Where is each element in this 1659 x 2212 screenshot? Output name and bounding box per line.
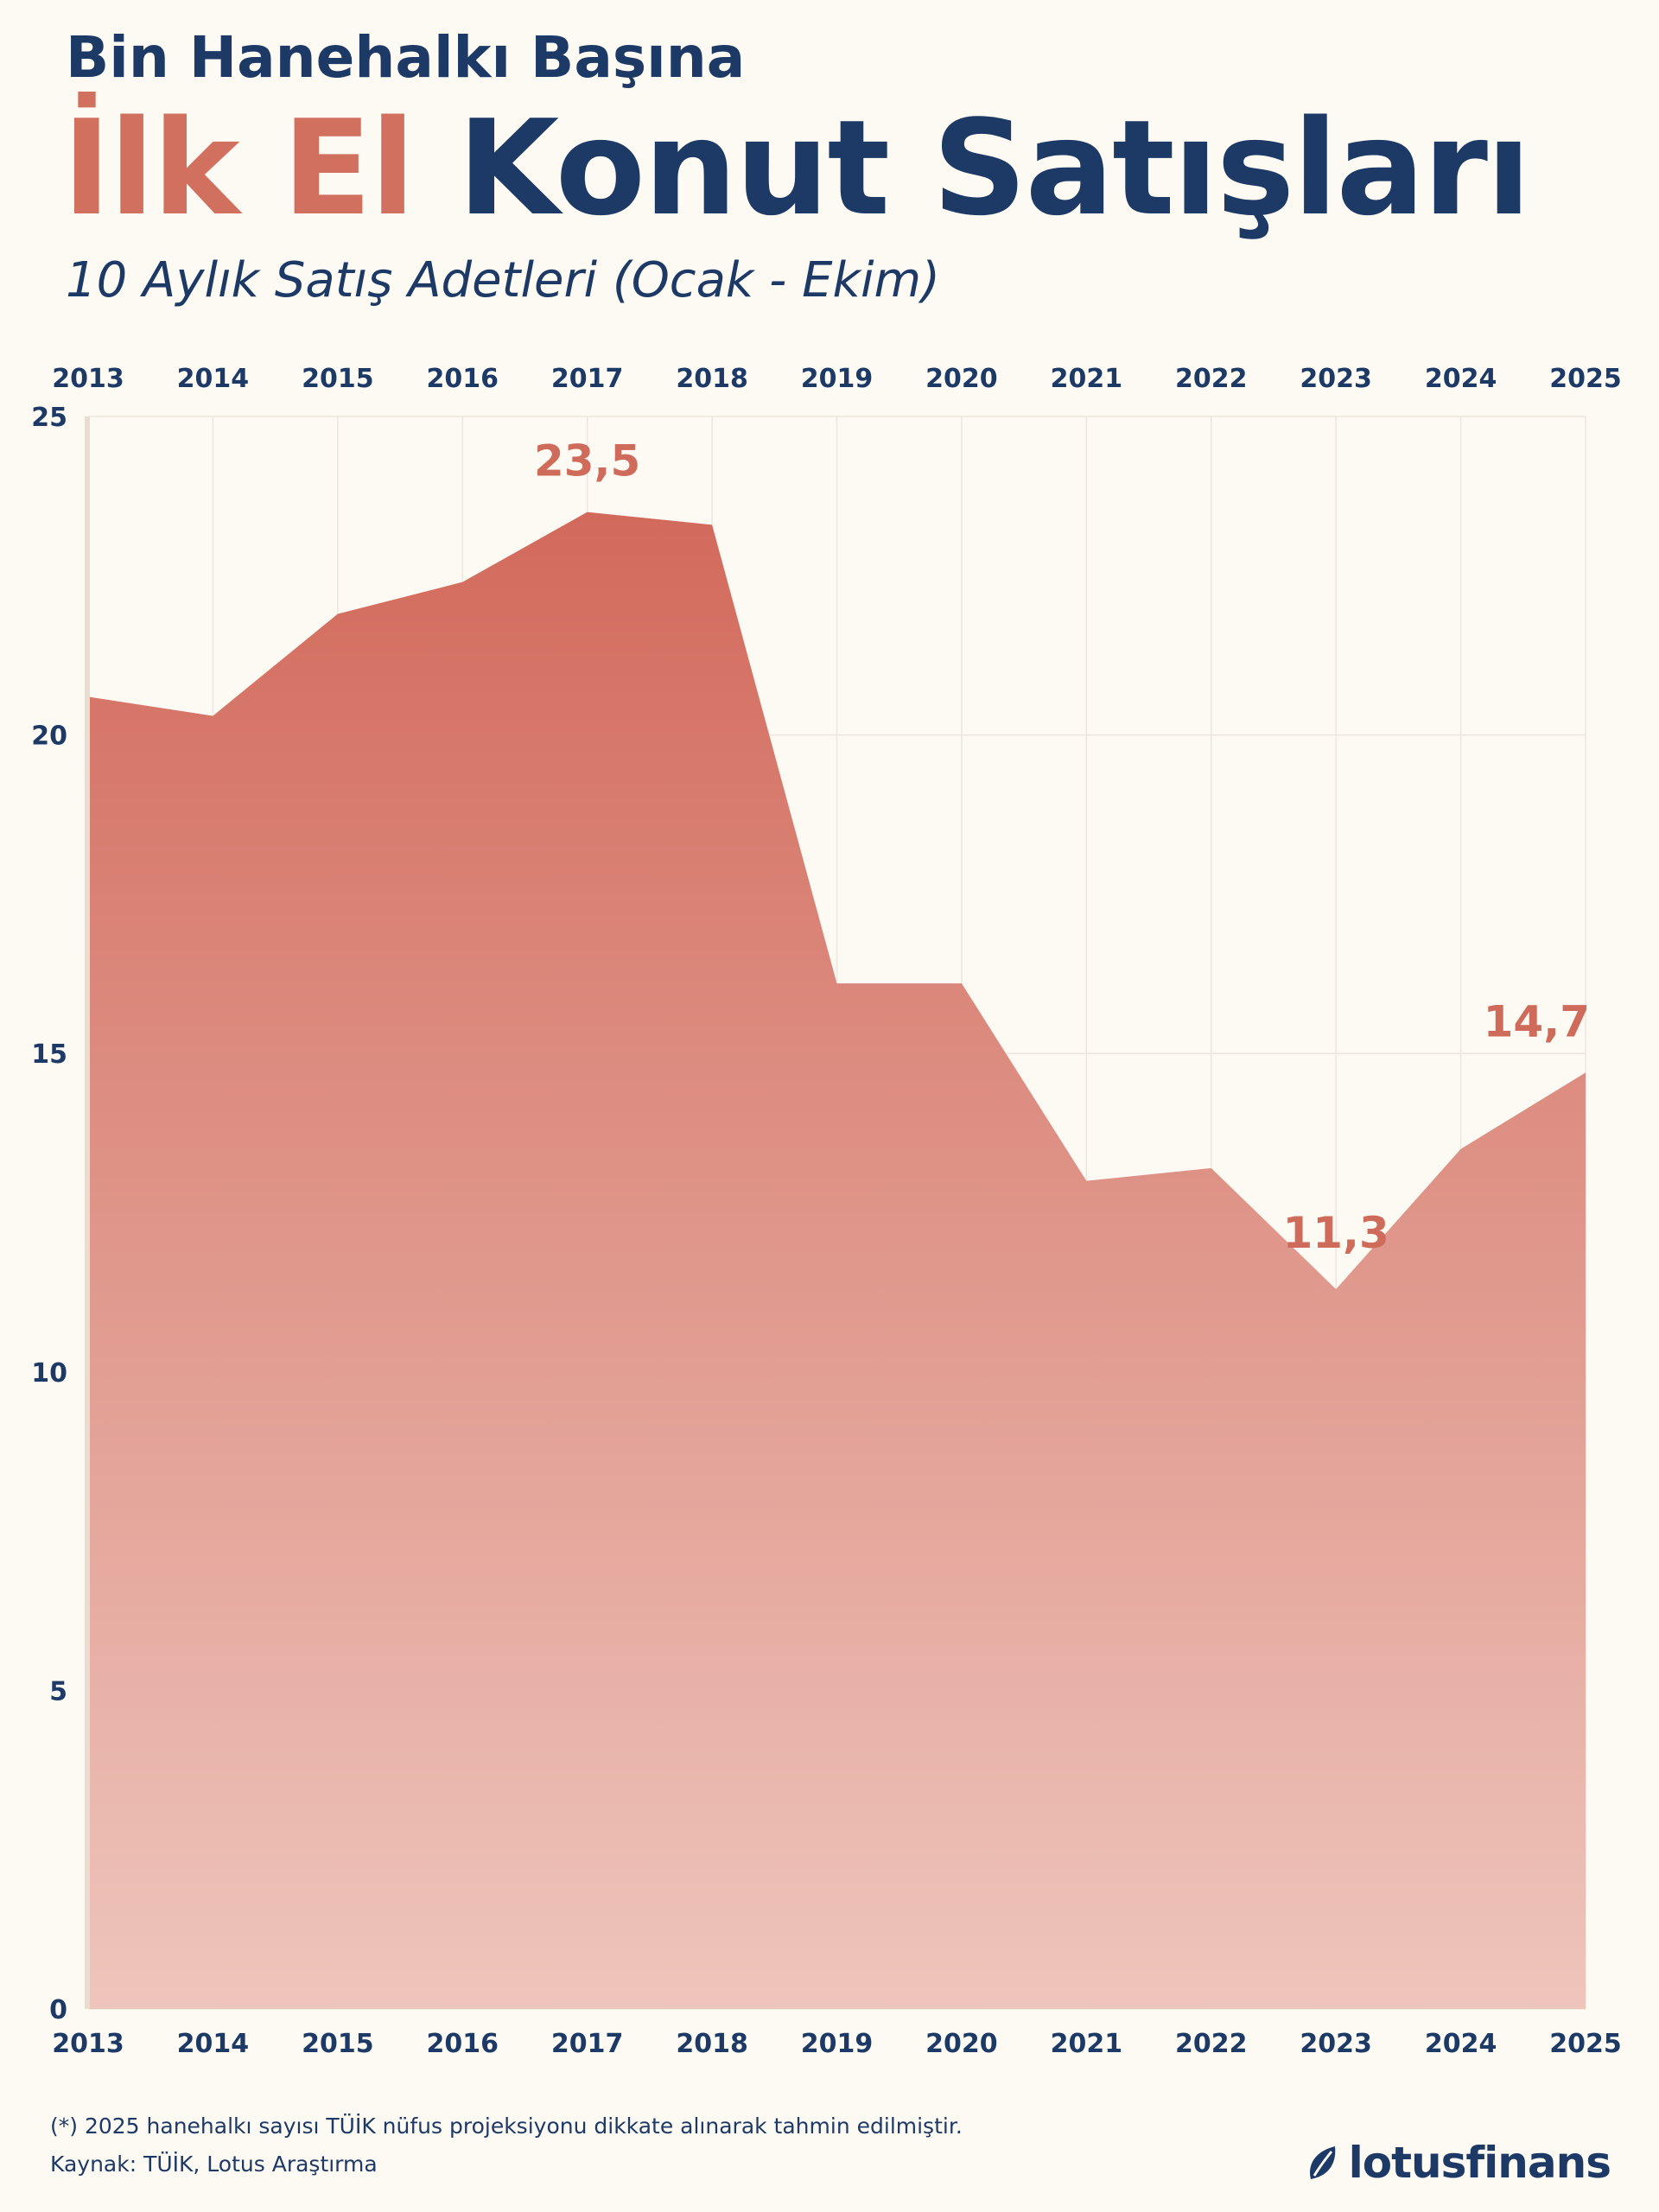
headline-main: Konut Satışları (457, 92, 1532, 245)
y-tick-label: 20 (31, 721, 67, 752)
x-tick-label-top: 2022 (1175, 364, 1248, 394)
x-tick-label-top: 2019 (801, 364, 874, 394)
footnote: (*) 2025 hanehalkı sayısı TÜİK nüfus pro… (50, 2113, 963, 2139)
x-tick-label-bottom: 2013 (52, 2029, 124, 2059)
data-label: 14,7 (1484, 996, 1590, 1046)
brand-name: lotusfinans (1348, 2138, 1611, 2188)
x-tick-label-top: 2021 (1051, 364, 1123, 394)
y-tick-label: 15 (31, 1039, 67, 1070)
x-tick-label-bottom: 2020 (925, 2029, 998, 2059)
brand-logo: lotusfinans (1306, 2138, 1611, 2188)
chart-headline: İlk El Konut Satışları (62, 92, 1532, 245)
x-tick-label-top: 2016 (427, 364, 499, 394)
x-tick-label-bottom: 2019 (801, 2029, 874, 2059)
y-tick-label: 25 (31, 403, 67, 433)
headline-accent: İlk El (62, 92, 416, 245)
y-tick-label: 5 (49, 1676, 67, 1707)
x-tick-label-bottom: 2015 (302, 2029, 374, 2059)
x-tick-label-bottom: 2023 (1300, 2029, 1372, 2059)
x-tick-label-top: 2013 (52, 364, 124, 394)
y-tick-labels: 0 5 10 15 20 25 (31, 403, 67, 2025)
x-tick-label-bottom: 2018 (676, 2029, 748, 2059)
y-tick-label: 10 (31, 1358, 67, 1389)
data-label: 11,3 (1282, 1208, 1389, 1258)
y-tick-label: 0 (49, 1995, 67, 2025)
x-tick-label-top: 2017 (551, 364, 624, 394)
x-tick-label-bottom: 2014 (177, 2029, 250, 2059)
x-tick-labels-top: 2013 2014 2015 2016 2017 2018 2019 2020 2021 2022… (52, 364, 1622, 394)
x-tick-label-bottom: 2022 (1175, 2029, 1248, 2059)
source-note: Kaynak: TÜİK, Lotus Araştırma (50, 2152, 378, 2177)
x-tick-label-bottom: 2021 (1051, 2029, 1123, 2059)
x-tick-label-top: 2014 (177, 364, 250, 394)
data-label: 23,5 (534, 436, 640, 486)
x-tick-label-top: 2025 (1549, 364, 1622, 394)
area-series (88, 512, 1586, 2009)
x-tick-label-top: 2024 (1425, 364, 1497, 394)
chart-subtitle: 10 Aylık Satış Adetleri (Ocak - Ekim) (66, 252, 940, 308)
x-tick-label-top: 2020 (925, 364, 998, 394)
x-tick-label-top: 2018 (676, 364, 748, 394)
chart-kicker: Bin Hanehalkı Başına (66, 24, 746, 91)
x-tick-label-top: 2023 (1300, 364, 1372, 394)
x-tick-labels-bottom: 2013 2014 2015 2016 2017 2018 2019 2020 2021 2022… (52, 2029, 1622, 2059)
x-tick-label-bottom: 2016 (427, 2029, 499, 2059)
lotus-leaf-icon (1309, 2146, 1335, 2179)
x-tick-label-top: 2015 (302, 364, 374, 394)
x-tick-label-bottom: 2017 (551, 2029, 624, 2059)
x-tick-label-bottom: 2024 (1425, 2029, 1497, 2059)
y-axis-line (85, 416, 90, 2009)
data-labels: 23,5 11,3 14,7 (534, 436, 1590, 1258)
x-tick-label-bottom: 2025 (1549, 2029, 1622, 2059)
